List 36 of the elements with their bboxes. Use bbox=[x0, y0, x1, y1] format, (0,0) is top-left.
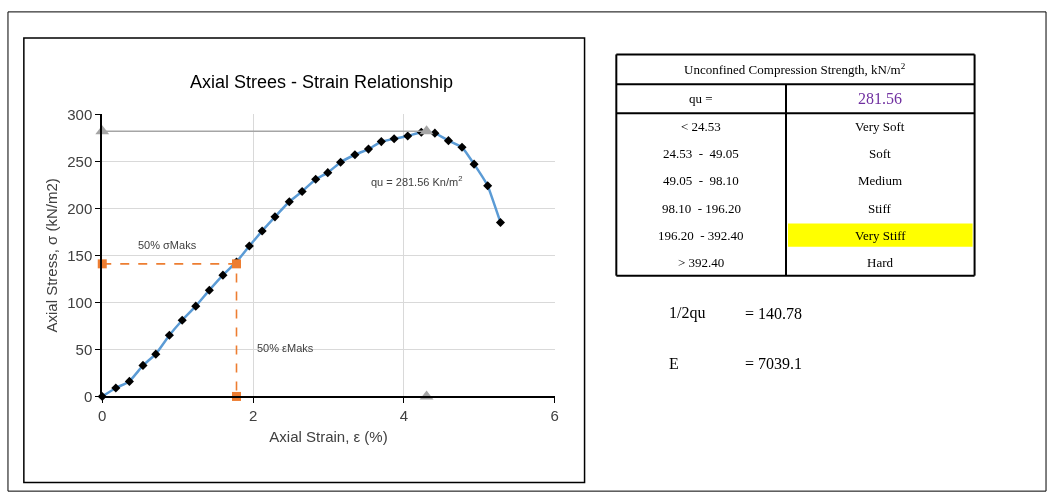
text: Soft bbox=[869, 146, 892, 161]
text: Very Stiff bbox=[855, 228, 907, 243]
y-tick-label: 300 bbox=[67, 105, 93, 123]
text: 98.10 - 196.20 bbox=[662, 201, 742, 216]
y-axis-title: Axial Stress, σ (kN/m2) bbox=[42, 178, 60, 333]
y-tick-label: 150 bbox=[67, 246, 93, 264]
y-tick-label: 50 bbox=[75, 340, 93, 358]
text: = 140.78 bbox=[745, 305, 803, 322]
text: 24.53 - 49.05 bbox=[663, 146, 739, 161]
x-tick-label: 6 bbox=[550, 407, 559, 425]
y-tick-label: 100 bbox=[67, 293, 93, 311]
x-tick-label: 4 bbox=[399, 407, 409, 425]
chart-title: Axial Strees - Strain Relationship bbox=[190, 72, 454, 92]
text: 49.05 - 98.10 bbox=[663, 173, 739, 188]
text: Hard bbox=[867, 255, 894, 270]
y-tick-label: 250 bbox=[67, 152, 93, 170]
annotation: qu = 281.56 Kn/m$^{2}$ bbox=[371, 174, 463, 188]
text: Very Soft bbox=[855, 119, 905, 134]
text: = 7039.1 bbox=[745, 355, 803, 372]
text: Unconfined Compression Strength, kN/m$^{2}$ bbox=[684, 61, 906, 78]
x-axis-title: Axial Strain, ε (%) bbox=[269, 427, 388, 445]
text: Stiff bbox=[868, 201, 892, 216]
annotation: 50% σMaks bbox=[138, 239, 197, 251]
text: 1/2qu bbox=[669, 304, 706, 322]
text: Medium bbox=[858, 173, 903, 188]
y-tick-label: 200 bbox=[67, 199, 93, 217]
x-tick-label: 2 bbox=[248, 407, 258, 425]
x-tick-label: 0 bbox=[98, 407, 107, 425]
text: 281.56 bbox=[858, 90, 902, 107]
text: 196.20 - 392.40 bbox=[658, 228, 744, 243]
text: < 24.53 bbox=[681, 119, 721, 134]
text: E bbox=[669, 355, 679, 372]
text: qu = bbox=[689, 91, 713, 106]
text: > 392.40 bbox=[678, 255, 725, 270]
y-tick-label: 0 bbox=[83, 387, 93, 405]
annotation: 50% εMaks bbox=[257, 342, 314, 354]
